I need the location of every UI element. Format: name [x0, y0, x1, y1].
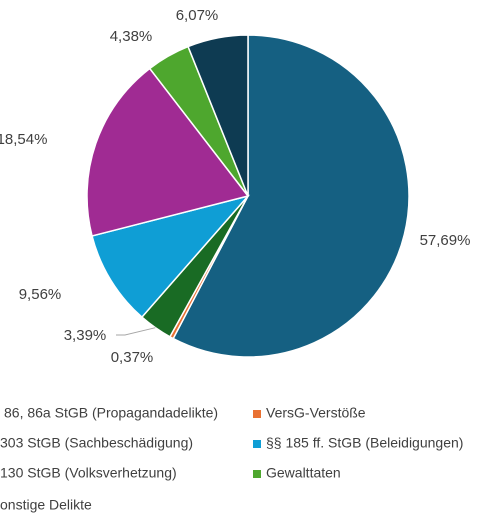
- data-label: 3,39%: [64, 327, 107, 344]
- pie-slice: [172, 34, 410, 358]
- data-label: 18,54%: [0, 131, 47, 148]
- data-label: 9,56%: [19, 286, 62, 303]
- data-label: 6,07%: [176, 7, 219, 24]
- legend-label: onstige Delikte: [0, 497, 92, 513]
- leader-line: [116, 327, 156, 336]
- legend-label: §§ 185 ff. StGB (Beleidigungen): [266, 435, 463, 451]
- pie-slice: [187, 34, 249, 197]
- data-label: 4,38%: [110, 28, 153, 45]
- legend-label: 86, 86a StGB (Propagandadelikte): [4, 405, 218, 421]
- data-label: 57,69%: [420, 232, 471, 249]
- legend-swatch: [253, 410, 261, 418]
- legend: 86, 86a StGB (Propagandadelikte) VersG-Ve…: [0, 405, 463, 513]
- pie-slice: [86, 67, 250, 237]
- legend-swatch: [253, 440, 261, 448]
- legend-label: 303 StGB (Sachbeschädigung): [0, 435, 193, 451]
- legend-swatch: [253, 470, 261, 478]
- data-label: 0,37%: [111, 349, 154, 366]
- legend-label: VersG-Verstöße: [266, 405, 366, 421]
- legend-label: Gewalttaten: [266, 465, 341, 481]
- legend-label: 130 StGB (Volksverhetzung): [0, 465, 177, 481]
